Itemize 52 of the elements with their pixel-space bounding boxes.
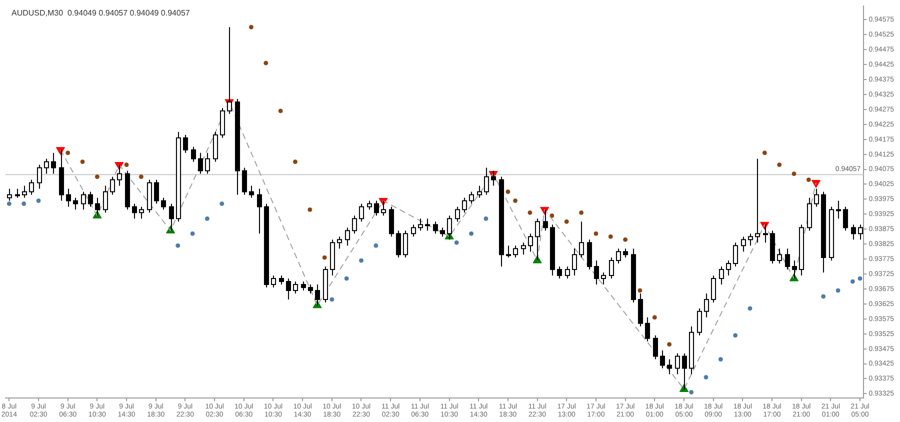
point [777,162,782,168]
point [821,294,826,299]
point [220,201,224,206]
point [359,258,364,263]
point [6,201,12,206]
point [264,60,268,66]
point [689,390,694,394]
point [733,333,738,338]
point [124,162,129,168]
point [292,160,298,164]
point [858,276,862,281]
point [278,108,283,114]
point [484,216,488,221]
point [623,237,628,242]
point [528,210,532,215]
point [66,150,70,156]
point [579,210,584,215]
point [308,207,312,212]
point [513,198,518,203]
point [469,231,474,236]
point [374,243,378,248]
point [718,357,723,362]
point [704,375,708,380]
point [330,297,334,302]
point [36,198,41,203]
point [836,288,840,293]
point [806,178,811,182]
point [94,174,100,180]
point [138,174,144,180]
point [811,180,821,188]
point [22,201,26,206]
point [190,231,195,236]
point [506,189,510,194]
point [248,24,254,30]
point [850,279,855,284]
point [454,240,459,245]
point [594,231,598,236]
point [176,243,180,248]
point [80,160,85,164]
point [344,276,349,281]
point [748,306,752,311]
point [792,172,796,176]
point [550,213,554,218]
chart-title: AUDUSD,M30 0.94049 0.94057 0.94049 0.94057 [12,8,190,18]
point [204,216,210,221]
point [322,255,327,260]
point [652,315,657,320]
point [564,219,569,224]
point [762,150,767,156]
point [638,288,642,293]
point [667,342,672,347]
point [608,234,613,239]
